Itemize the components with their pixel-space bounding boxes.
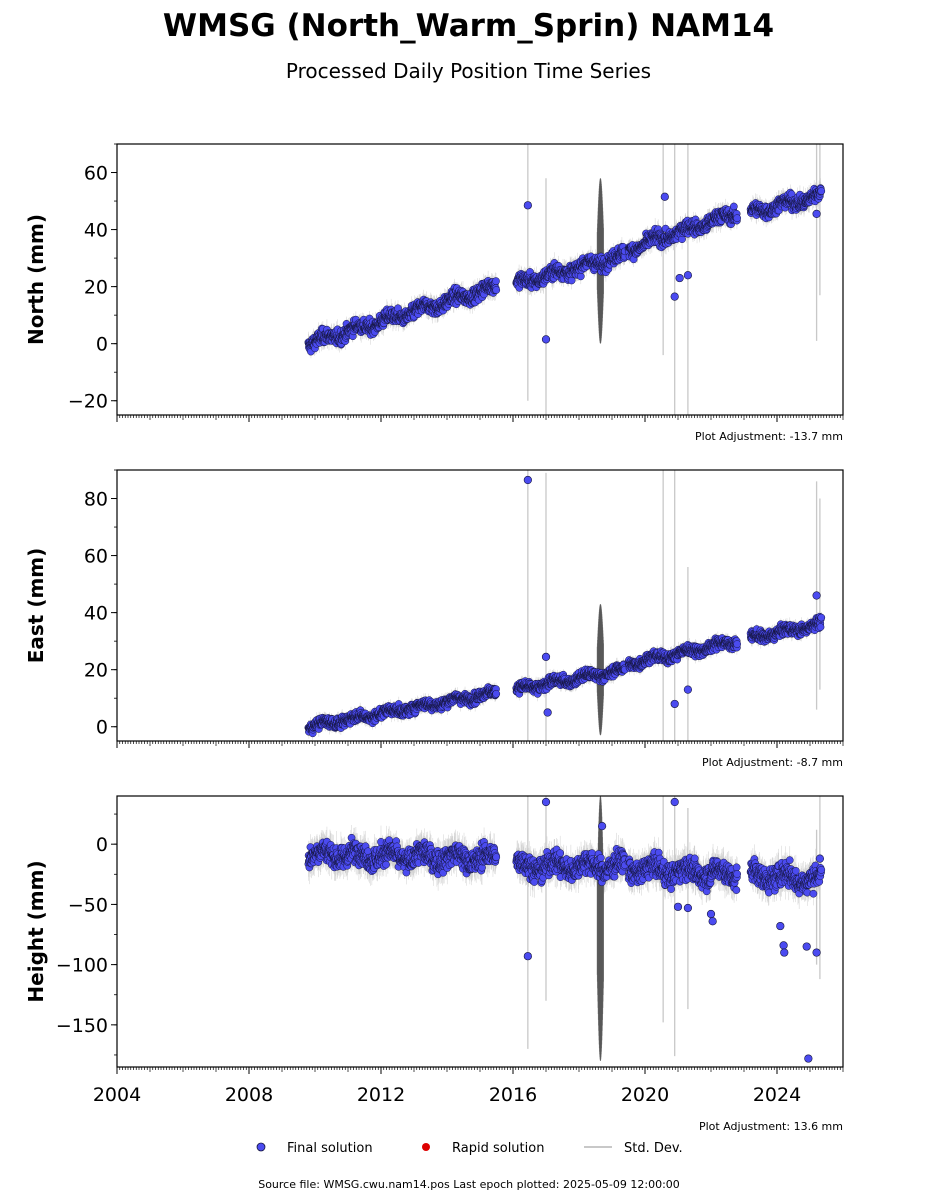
north-outlier-point [683, 271, 693, 280]
north-outlier-point [660, 192, 669, 201]
north-outlier-point [523, 201, 532, 210]
north-data-point [492, 277, 500, 285]
north-ytick-label: −20 [68, 391, 108, 413]
north-ylabel: North (mm) [24, 214, 48, 345]
east-ytick-label: 80 [84, 489, 108, 511]
north-outlier-point [541, 335, 551, 344]
east-outlier-point [683, 685, 693, 694]
height-dense-stddev [596, 796, 604, 1061]
north-ytick-label: 60 [84, 163, 108, 185]
north-data-point [733, 214, 741, 223]
north-outlier-point [675, 273, 684, 283]
chart-subtitle: Processed Daily Position Time Series [286, 59, 651, 83]
height-data-point [382, 860, 390, 869]
north-frame [116, 143, 844, 416]
east-outlier-point [541, 652, 551, 661]
east-ytick-label: 60 [84, 546, 108, 568]
north-ytick-label: 40 [84, 220, 108, 242]
east-outlier-point [670, 699, 679, 709]
east-data-point [492, 689, 501, 698]
east-outlier-point [543, 708, 552, 717]
north-outlier-point [670, 292, 679, 301]
height-plot-area [304, 796, 826, 1063]
north-data-point [492, 286, 501, 294]
east-ytick-label: 20 [84, 660, 108, 682]
east-final-points [304, 475, 826, 738]
north-panel: −20 0 20 40 60 North (mm) [24, 143, 844, 422]
east-outlier-point [523, 475, 532, 485]
east-ytick-label: 40 [84, 603, 108, 625]
chart-title: WMSG (North_Warm_Sprin) NAM14 [163, 8, 774, 44]
north-outlier-point [812, 209, 821, 218]
north-ytick-label: 20 [84, 277, 108, 299]
north-data-point [817, 187, 826, 195]
north-final-points [304, 184, 826, 356]
north-data-point [576, 272, 585, 281]
east-panel: 0 20 40 60 80 East (mm) [24, 469, 844, 748]
height-final-points [304, 797, 826, 1063]
east-data-point [817, 613, 826, 622]
north-data-point [729, 202, 738, 211]
east-data-point [733, 640, 741, 648]
east-ytick-label: 0 [96, 717, 108, 739]
east-data-point [816, 623, 825, 631]
north-ytick-label: 0 [96, 334, 108, 356]
east-plot-area [304, 470, 826, 741]
east-outlier-point [812, 591, 821, 600]
north-plot-area [304, 144, 826, 415]
east-ylabel: East (mm) [24, 548, 48, 664]
